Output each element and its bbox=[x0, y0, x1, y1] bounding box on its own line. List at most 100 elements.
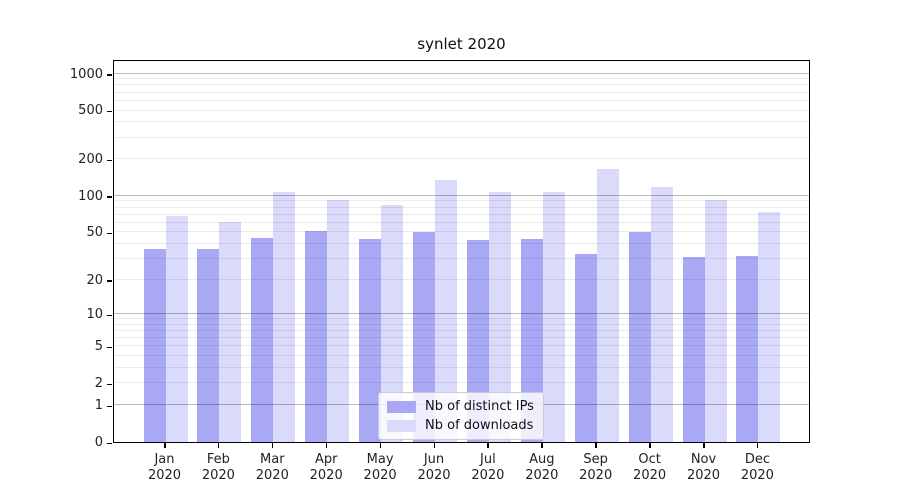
legend-label-distinct-ips: Nb of distinct IPs bbox=[425, 399, 534, 414]
bar-downloads-jun bbox=[435, 179, 457, 442]
y-tick-label-200: 200 bbox=[78, 152, 103, 168]
y-tick-mark-2 bbox=[107, 383, 112, 386]
bar-downloads-mar bbox=[273, 191, 296, 442]
gridline-800 bbox=[114, 84, 809, 86]
gridline-60 bbox=[114, 221, 809, 223]
bar-downloads-sep bbox=[596, 168, 619, 442]
y-tick-mark-5 bbox=[107, 346, 112, 349]
y-tick-mark-500 bbox=[107, 110, 112, 113]
gridline-6 bbox=[114, 337, 809, 339]
gridline-500 bbox=[114, 109, 809, 111]
y-tick-mark-1000 bbox=[107, 74, 112, 76]
gridline-5 bbox=[114, 345, 809, 347]
y-tick-label-100: 100 bbox=[78, 188, 103, 204]
x-tick-mark-aug bbox=[541, 443, 543, 448]
gridline-2 bbox=[114, 382, 809, 384]
legend: Nb of distinct IPs Nb of downloads bbox=[378, 392, 544, 440]
gridline-3 bbox=[114, 367, 809, 369]
x-tick-label-mar: Mar 2020 bbox=[255, 452, 289, 483]
x-tick-label-nov: Nov 2020 bbox=[686, 452, 721, 483]
gridline-20 bbox=[114, 278, 809, 280]
gridline-8 bbox=[114, 323, 809, 325]
x-tick-mark-apr bbox=[325, 443, 328, 448]
bar-downloads-may bbox=[381, 205, 404, 442]
y-tick-label-5: 5 bbox=[94, 339, 103, 355]
x-tick-label-apr: Apr 2020 bbox=[309, 452, 343, 483]
x-tick-mark-dec bbox=[756, 443, 759, 448]
bar-distinct-ips-jan bbox=[143, 249, 166, 442]
bar-distinct-ips-nov bbox=[682, 257, 705, 442]
gridline-9 bbox=[114, 318, 809, 320]
x-tick-mark-oct bbox=[649, 443, 651, 448]
bar-distinct-ips-oct bbox=[628, 232, 651, 442]
bar-downloads-oct bbox=[650, 186, 673, 442]
bar-downloads-aug bbox=[542, 191, 565, 442]
y-tick-mark-200 bbox=[107, 159, 112, 162]
bar-downloads-nov bbox=[704, 199, 727, 442]
gridline-100 bbox=[114, 194, 809, 196]
x-tick-label-oct: Oct 2020 bbox=[633, 452, 667, 483]
legend-row-distinct-ips: Nb of distinct IPs bbox=[387, 399, 534, 414]
x-tick-label-jun: Jun 2020 bbox=[417, 452, 451, 483]
x-tick-label-may: May 2020 bbox=[363, 452, 397, 483]
gridline-80 bbox=[114, 206, 809, 208]
bar-downloads-apr bbox=[327, 199, 350, 442]
bar-distinct-ips-mar bbox=[251, 237, 274, 442]
gridline-40 bbox=[114, 243, 809, 244]
bar-distinct-ips-sep bbox=[574, 253, 597, 442]
x-tick-mark-jan bbox=[164, 443, 166, 448]
bar-downloads-feb bbox=[219, 221, 242, 442]
x-tick-mark-jul bbox=[487, 443, 489, 448]
y-tick-mark-20 bbox=[107, 280, 112, 282]
y-tick-mark-0 bbox=[107, 442, 112, 444]
gridline-90 bbox=[114, 200, 809, 202]
y-tick-label-2: 2 bbox=[94, 376, 103, 392]
gridline-7 bbox=[114, 330, 809, 332]
y-tick-label-10: 10 bbox=[86, 307, 103, 323]
x-tick-label-jul: Jul 2020 bbox=[471, 452, 505, 483]
y-tick-mark-100 bbox=[107, 196, 112, 198]
gridline-4 bbox=[114, 355, 809, 357]
gridline-400 bbox=[114, 121, 809, 123]
plot-area bbox=[113, 60, 810, 443]
x-tick-mark-jun bbox=[433, 443, 435, 448]
y-tick-label-1000: 1000 bbox=[69, 66, 103, 82]
gridline-300 bbox=[114, 136, 809, 138]
gridline-50 bbox=[114, 231, 809, 233]
bar-distinct-ips-jul bbox=[466, 240, 489, 442]
x-tick-label-feb: Feb 2020 bbox=[201, 452, 235, 483]
bar-downloads-dec bbox=[758, 211, 781, 442]
bar-downloads-jul bbox=[488, 192, 511, 442]
gridline-600 bbox=[114, 99, 809, 101]
bar-distinct-ips-feb bbox=[197, 249, 220, 442]
bar-distinct-ips-aug bbox=[520, 239, 543, 442]
gridline-200 bbox=[114, 158, 809, 160]
x-tick-label-sep: Sep 2020 bbox=[579, 452, 613, 483]
x-tick-label-dec: Dec 2020 bbox=[740, 452, 774, 483]
y-tick-label-1: 1 bbox=[94, 398, 103, 414]
y-tick-mark-50 bbox=[107, 232, 112, 235]
y-tick-mark-10 bbox=[107, 314, 112, 317]
y-tick-label-50: 50 bbox=[86, 225, 103, 241]
bar-distinct-ips-apr bbox=[305, 231, 328, 442]
legend-row-downloads: Nb of downloads bbox=[387, 418, 534, 433]
gridline-900 bbox=[114, 78, 809, 80]
x-tick-mark-mar bbox=[271, 443, 274, 448]
y-tick-label-500: 500 bbox=[78, 103, 103, 119]
y-tick-label-20: 20 bbox=[86, 272, 103, 288]
legend-swatch-downloads-icon bbox=[387, 419, 416, 432]
y-tick-label-0: 0 bbox=[94, 435, 103, 450]
bar-distinct-ips-jun bbox=[413, 232, 435, 442]
y-tick-mark-1 bbox=[107, 405, 112, 408]
gridline-30 bbox=[114, 257, 809, 259]
bar-distinct-ips-dec bbox=[736, 255, 759, 442]
gridline-1000 bbox=[114, 72, 809, 74]
gridline-70 bbox=[114, 213, 809, 215]
chart-title: synlet 2020 bbox=[417, 35, 506, 53]
x-tick-mark-nov bbox=[703, 443, 705, 448]
bar-downloads-jan bbox=[165, 216, 188, 442]
legend-label-downloads: Nb of downloads bbox=[425, 418, 534, 433]
legend-swatch-distinct-ips-icon bbox=[387, 400, 416, 413]
x-tick-label-jan: Jan 2020 bbox=[147, 452, 182, 483]
